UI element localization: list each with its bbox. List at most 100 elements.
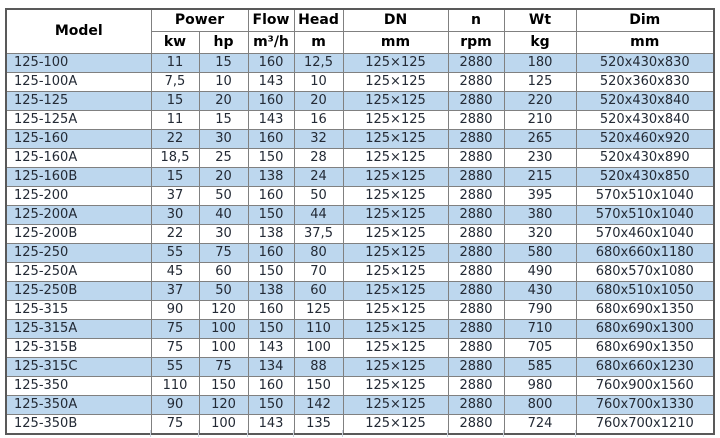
cell-model: 125-200A <box>5 205 152 225</box>
cell-dn: 125×125 <box>342 205 449 225</box>
cell-rpm: 2880 <box>447 243 505 263</box>
cell-power-hp: 150 <box>198 376 249 396</box>
cell-head: 44 <box>293 205 344 225</box>
cell-weight: 380 <box>503 205 577 225</box>
cell-flow: 150 <box>247 148 295 168</box>
cell-head: 28 <box>293 148 344 168</box>
table-row: 125-250B 37 50 138 60 125×125 2880 430 6… <box>5 281 715 301</box>
cell-power-hp: 30 <box>198 129 249 149</box>
cell-flow: 138 <box>247 167 295 187</box>
cell-dimensions: 680x660x1230 <box>575 357 715 377</box>
cell-rpm: 2880 <box>447 167 505 187</box>
pump-spec-table: Model Power Flow Head DN n Wt Dim kw hp … <box>5 8 715 435</box>
cell-dimensions: 760x700x1330 <box>575 395 715 415</box>
cell-rpm: 2880 <box>447 319 505 339</box>
table-row: 125-315 90 120 160 125 125×125 2880 790 … <box>5 300 715 320</box>
cell-weight: 490 <box>503 262 577 282</box>
header-n: n <box>447 8 505 32</box>
cell-head: 125 <box>293 300 344 320</box>
cell-power-kw: 30 <box>150 205 200 225</box>
cell-flow: 160 <box>247 300 295 320</box>
cell-rpm: 2880 <box>447 300 505 320</box>
cell-flow: 143 <box>247 414 295 435</box>
cell-model: 125-160A <box>5 148 152 168</box>
header-dn: DN <box>342 8 449 32</box>
cell-model: 125-250A <box>5 262 152 282</box>
cell-dn: 125×125 <box>342 129 449 149</box>
cell-dimensions: 760x900x1560 <box>575 376 715 396</box>
header-unit-dn: mm <box>342 31 449 54</box>
cell-power-hp: 15 <box>198 53 249 73</box>
cell-dn: 125×125 <box>342 414 449 435</box>
cell-dimensions: 520x430x840 <box>575 91 715 111</box>
cell-model: 125-200B <box>5 224 152 244</box>
cell-power-hp: 40 <box>198 205 249 225</box>
header-unit-wt: kg <box>503 31 577 54</box>
cell-weight: 430 <box>503 281 577 301</box>
cell-rpm: 2880 <box>447 376 505 396</box>
cell-model: 125-200 <box>5 186 152 206</box>
cell-weight: 800 <box>503 395 577 415</box>
cell-power-kw: 55 <box>150 357 200 377</box>
cell-power-hp: 20 <box>198 91 249 111</box>
cell-rpm: 2880 <box>447 338 505 358</box>
table-row: 125-200 37 50 160 50 125×125 2880 395 57… <box>5 186 715 206</box>
cell-power-hp: 10 <box>198 72 249 92</box>
cell-dimensions: 520x460x920 <box>575 129 715 149</box>
cell-weight: 180 <box>503 53 577 73</box>
cell-head: 16 <box>293 110 344 130</box>
cell-power-kw: 37 <box>150 281 200 301</box>
cell-model: 125-125A <box>5 110 152 130</box>
header-wt: Wt <box>503 8 577 32</box>
cell-dimensions: 520x430x840 <box>575 110 715 130</box>
cell-model: 125-250 <box>5 243 152 263</box>
cell-head: 12,5 <box>293 53 344 73</box>
cell-power-hp: 50 <box>198 281 249 301</box>
cell-dimensions: 680x690x1350 <box>575 300 715 320</box>
cell-power-hp: 75 <box>198 357 249 377</box>
cell-power-hp: 100 <box>198 414 249 435</box>
cell-power-hp: 30 <box>198 224 249 244</box>
cell-head: 24 <box>293 167 344 187</box>
cell-flow: 143 <box>247 72 295 92</box>
cell-dimensions: 680x570x1080 <box>575 262 715 282</box>
header-unit-head: m <box>293 31 344 54</box>
cell-dn: 125×125 <box>342 224 449 244</box>
cell-head: 135 <box>293 414 344 435</box>
cell-weight: 210 <box>503 110 577 130</box>
table-row: 125-100 11 15 160 12,5 125×125 2880 180 … <box>5 53 715 73</box>
cell-flow: 150 <box>247 319 295 339</box>
cell-rpm: 2880 <box>447 357 505 377</box>
table-row: 125-315A 75 100 150 110 125×125 2880 710… <box>5 319 715 339</box>
cell-weight: 320 <box>503 224 577 244</box>
cell-model: 125-100 <box>5 53 152 73</box>
cell-rpm: 2880 <box>447 186 505 206</box>
table-row: 125-160 22 30 160 32 125×125 2880 265 52… <box>5 129 715 149</box>
cell-dn: 125×125 <box>342 300 449 320</box>
cell-power-hp: 100 <box>198 319 249 339</box>
cell-power-kw: 11 <box>150 53 200 73</box>
table-row: 125-125 15 20 160 20 125×125 2880 220 52… <box>5 91 715 111</box>
cell-weight: 790 <box>503 300 577 320</box>
cell-head: 142 <box>293 395 344 415</box>
cell-power-hp: 60 <box>198 262 249 282</box>
cell-power-hp: 25 <box>198 148 249 168</box>
cell-power-kw: 18,5 <box>150 148 200 168</box>
table-row: 125-160A 18,5 25 150 28 125×125 2880 230… <box>5 148 715 168</box>
cell-rpm: 2880 <box>447 91 505 111</box>
cell-dn: 125×125 <box>342 91 449 111</box>
cell-power-kw: 22 <box>150 129 200 149</box>
header-head: Head <box>293 8 344 32</box>
cell-head: 80 <box>293 243 344 263</box>
table-body: 125-100 11 15 160 12,5 125×125 2880 180 … <box>5 53 715 435</box>
header-row-title: Model Power Flow Head DN n Wt Dim <box>5 8 715 54</box>
cell-head: 110 <box>293 319 344 339</box>
cell-weight: 215 <box>503 167 577 187</box>
table-row: 125-315B 75 100 143 100 125×125 2880 705… <box>5 338 715 358</box>
cell-flow: 160 <box>247 376 295 396</box>
cell-dimensions: 680x690x1350 <box>575 338 715 358</box>
cell-power-kw: 75 <box>150 338 200 358</box>
cell-head: 10 <box>293 72 344 92</box>
cell-head: 100 <box>293 338 344 358</box>
cell-power-hp: 100 <box>198 338 249 358</box>
